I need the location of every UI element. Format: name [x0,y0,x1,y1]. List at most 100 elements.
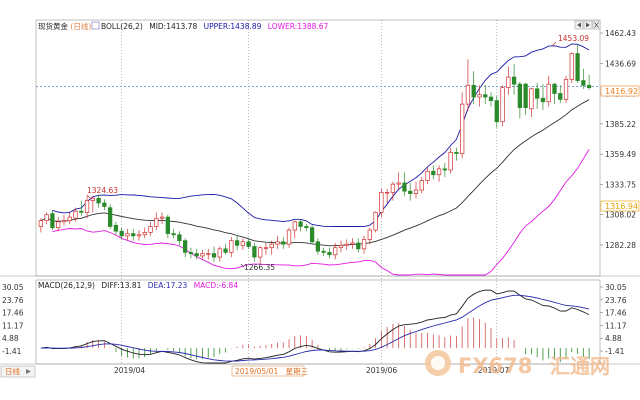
candle [148,221,153,236]
price-axis-label: 1436.69 [605,59,636,68]
annotation-low-1-pointer [240,263,245,268]
boll-upper-value: UPPER:1438.89 [204,22,262,31]
period-tag: (日线) [70,21,91,31]
candle-body-up [90,197,95,201]
candle-body-up [506,76,511,88]
macd-axis-label-left: 23.76 [2,296,24,305]
candle [292,220,297,239]
candle-body-down [454,152,459,154]
period-button[interactable]: 日线 [0,365,36,378]
candle-body-up [460,103,465,154]
instrument-name: 现货黄金 [38,21,68,31]
candle-body-down [246,241,251,247]
annotation-high-1-pointer [86,194,91,199]
macd-diff-line [40,289,590,364]
candle-body-down [523,83,528,108]
candle [298,219,303,232]
candle-body-down [188,252,194,254]
scroll-right-icon[interactable] [583,20,593,30]
candle [50,210,55,231]
candle [44,212,49,225]
candle [113,221,119,235]
candle-body-up [367,229,372,240]
candle-body-up [546,83,551,103]
candle [200,250,205,260]
indicator-toggle-icon[interactable] [91,21,100,30]
candle [408,182,413,201]
candle-body-up [84,200,90,213]
macd-histogram [46,317,590,363]
macd-dea-line [40,294,590,362]
candle-body-up [425,170,430,181]
candle-body-down [79,210,84,213]
fx678-watermark: FX678 汇通网 [425,350,610,378]
candle-body-down [281,241,286,245]
candle-body-down [488,96,494,101]
candle-body-down [575,53,580,81]
candle-body-up [448,152,453,171]
price-axis-label: 1333.75 [605,180,636,189]
candle-body-up [200,253,205,257]
candle-body-up [477,94,482,98]
candle-body-up [361,239,367,250]
candle [206,248,211,260]
candle-body-down [558,93,563,100]
candle-body-up [61,220,67,223]
annotation-high-2-pointer [551,41,557,47]
candle [390,181,396,201]
candle [563,75,569,103]
close-icon[interactable] [592,20,601,30]
candle [586,74,592,90]
scroll-left-icon[interactable] [574,20,584,30]
candle [465,59,471,112]
candle-body-up [229,240,234,253]
candle [506,66,511,95]
candle-body-down [304,226,309,229]
candle-body-up [500,87,505,123]
candle-body-down [171,233,176,236]
price-axis-label: 1359.49 [605,150,636,159]
period-button-label: 日线 [5,366,20,376]
candle-body-down [356,242,361,250]
candle [552,82,557,105]
candle [454,147,459,161]
svg-text:BOLL(26,2) MID:1413.78: BOLL(26,2) MID:1413.78 UPPER:1438.89 LOW… [101,22,329,31]
candle [223,244,228,255]
candle [431,165,436,180]
candle [183,238,188,258]
candle [396,172,401,189]
candle [56,217,61,232]
candle [269,240,274,255]
candle-body-up [333,247,338,256]
candle [79,200,84,216]
candle [333,242,338,260]
candle-body-down [113,224,119,232]
candle-body-down [50,213,55,229]
candle [373,211,378,233]
candle [119,227,124,240]
date-label-jun: 2019/06 [366,366,397,375]
candle [581,68,586,89]
candle [67,212,72,225]
macd-dea-value: DEA:17.23 [148,281,188,290]
candle [500,85,505,127]
candle [165,214,170,239]
candle-body-up [563,79,569,100]
candle [125,228,130,241]
candle-body-down [586,84,592,88]
macd-macd-value: MACD:-6.84 [194,281,239,290]
candle [246,238,251,249]
candle [61,214,67,226]
price-axis-label: 1308.02 [605,211,636,220]
candle-body-up [384,192,390,194]
candle-body-up [258,247,263,258]
candle-body-down [494,100,499,123]
boll-mid-value: MID:1413.78 [149,22,197,31]
candle-body-up [275,241,280,245]
price-tags: 1416.92 1316.94 [600,85,640,212]
macd-legend: MACD(26,12,9) DIFF:13.81 DEA:17.23 MACD:… [38,281,238,290]
candle-body-up [217,248,222,258]
candle-body-up [529,88,534,110]
